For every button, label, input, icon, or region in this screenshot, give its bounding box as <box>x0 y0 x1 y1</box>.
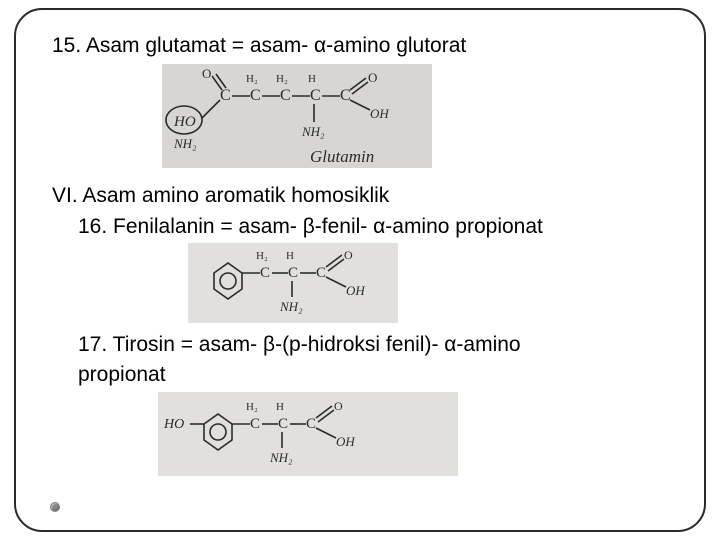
glutamat-structure: HO NH₂ C O C H₂ C H₂ C H NH₂ C O OH Glut… <box>162 64 432 168</box>
svg-text:C: C <box>280 87 291 104</box>
svg-text:NH₂: NH₂ <box>173 136 197 151</box>
svg-text:H: H <box>286 250 294 262</box>
svg-text:OH: OH <box>336 434 355 449</box>
section-vi-heading: VI. Asam amino aromatik homosiklik <box>52 182 668 210</box>
item-17-line2: propionat <box>52 361 668 389</box>
svg-text:OH: OH <box>370 106 389 121</box>
item-16-text: 16. Fenilalanin = asam- β-fenil- α-amino… <box>52 213 668 241</box>
svg-text:O: O <box>368 70 377 85</box>
tirosin-structure: HO C H₂ C H NH₂ C O OH <box>158 392 458 476</box>
svg-text:H₂: H₂ <box>276 73 288 85</box>
svg-text:H₂: H₂ <box>246 401 258 413</box>
svg-text:O: O <box>334 399 343 413</box>
item-15-text: 15. Asam glutamat = asam- α-amino glutor… <box>52 32 668 60</box>
svg-text:C: C <box>250 416 260 432</box>
item-17-line1: 17. Tirosin = asam- β-(p-hidroksi fenil)… <box>52 331 668 359</box>
svg-text:C: C <box>278 416 288 432</box>
svg-text:O: O <box>202 66 211 81</box>
svg-text:NH₂: NH₂ <box>279 299 303 314</box>
svg-text:H₂: H₂ <box>256 250 268 262</box>
svg-text:NH₂: NH₂ <box>301 124 325 139</box>
svg-text:H: H <box>308 73 316 85</box>
svg-text:HO: HO <box>163 417 184 432</box>
svg-text:Glutamin: Glutamin <box>310 147 374 166</box>
fenilalanin-structure: C H₂ C H NH₂ C O OH <box>188 243 398 323</box>
svg-text:HO: HO <box>173 114 196 130</box>
svg-text:C: C <box>250 87 261 104</box>
svg-text:C: C <box>310 87 321 104</box>
svg-text:H: H <box>276 401 284 413</box>
svg-text:O: O <box>344 248 353 262</box>
slide-frame: 15. Asam glutamat = asam- α-amino glutor… <box>14 8 706 532</box>
svg-text:C: C <box>288 265 298 281</box>
slide-bullet-dot <box>50 502 60 512</box>
svg-text:H₂: H₂ <box>246 73 258 85</box>
svg-text:C: C <box>306 416 316 432</box>
svg-text:OH: OH <box>346 283 365 298</box>
svg-text:NH₂: NH₂ <box>269 450 293 465</box>
svg-text:C: C <box>316 265 326 281</box>
svg-text:C: C <box>260 265 270 281</box>
svg-text:C: C <box>340 87 351 104</box>
